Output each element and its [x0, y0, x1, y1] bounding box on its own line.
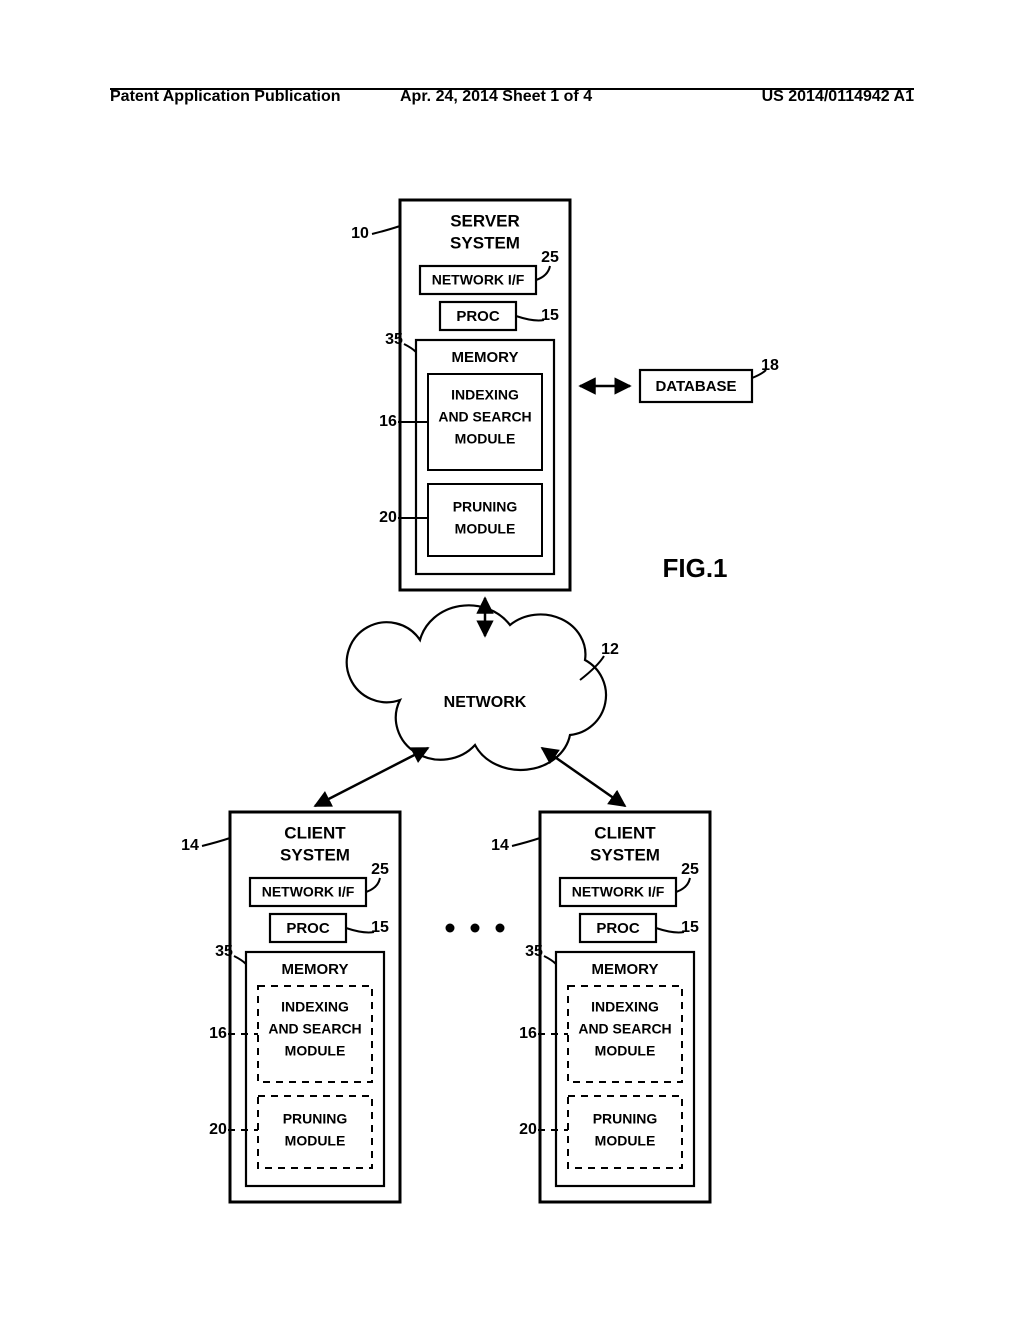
- ref-35-a: 35: [215, 943, 233, 960]
- server-proc-label: PROC: [456, 308, 500, 325]
- client-b-memory-label: MEMORY: [592, 961, 659, 978]
- network-label: NETWORK: [444, 694, 527, 711]
- server-idx-1: INDEXING: [451, 387, 519, 403]
- ref-25-b: 25: [681, 861, 699, 878]
- server-prn-2: MODULE: [455, 521, 516, 537]
- server-idx-3: MODULE: [455, 431, 516, 447]
- client-a-prn-2: MODULE: [285, 1133, 346, 1149]
- ref-25-a: 25: [371, 861, 389, 878]
- server-title-1: SERVER: [450, 211, 520, 230]
- figure-label: FIG.1: [662, 553, 727, 583]
- client-a-prn-1: PRUNING: [283, 1111, 348, 1127]
- client-b-idx-1: INDEXING: [591, 999, 659, 1015]
- ref-25-s: 25: [541, 249, 559, 266]
- server-network-if-label: NETWORK I/F: [432, 272, 525, 288]
- ref-14-b: 14: [491, 837, 509, 854]
- ref-16-s: 16: [379, 413, 397, 430]
- client-b-title-1: CLIENT: [594, 823, 656, 842]
- client-b-idx-2: AND SEARCH: [578, 1021, 671, 1037]
- ref-15-b: 15: [681, 919, 699, 936]
- ref-35-b: 35: [525, 943, 543, 960]
- cloud-path: [347, 605, 606, 770]
- server-title-2: SYSTEM: [450, 233, 520, 252]
- client-b-prn-2: MODULE: [595, 1133, 656, 1149]
- client-b-proc-label: PROC: [596, 920, 640, 937]
- ref-16-b: 16: [519, 1025, 537, 1042]
- ref-14-a: 14: [181, 837, 199, 854]
- cloud-clienta-arrow: [315, 748, 428, 806]
- client-b-title-2: SYSTEM: [590, 845, 660, 864]
- page: Patent Application Publication Apr. 24, …: [0, 0, 1024, 1320]
- ref-20-a: 20: [209, 1121, 227, 1138]
- lead-14-a: [202, 838, 230, 846]
- ellipsis-dot-1: [446, 924, 455, 933]
- network-cloud: NETWORK: [347, 605, 606, 770]
- client-a-idx-3: MODULE: [285, 1043, 346, 1059]
- ref-15-a: 15: [371, 919, 389, 936]
- server-memory-label: MEMORY: [452, 349, 519, 366]
- ellipsis-dot-3: [496, 924, 505, 933]
- diagram-svg: SERVER SYSTEM NETWORK I/F PROC MEMORY IN…: [0, 0, 1024, 1320]
- client-b-prn-1: PRUNING: [593, 1111, 658, 1127]
- client-a-idx-2: AND SEARCH: [268, 1021, 361, 1037]
- client-b-nif-label: NETWORK I/F: [572, 884, 665, 900]
- ref-10: 10: [351, 225, 369, 242]
- server-prn-1: PRUNING: [453, 499, 518, 515]
- database-label: DATABASE: [655, 378, 736, 395]
- lead-10: [372, 226, 400, 234]
- ref-20-s: 20: [379, 509, 397, 526]
- client-a-proc-label: PROC: [286, 920, 330, 937]
- ref-12: 12: [601, 641, 619, 658]
- cloud-clientb-arrow: [542, 748, 625, 806]
- client-a-title-1: CLIENT: [284, 823, 346, 842]
- ref-15-s: 15: [541, 307, 559, 324]
- ref-20-b: 20: [519, 1121, 537, 1138]
- ref-16-a: 16: [209, 1025, 227, 1042]
- client-a-title-2: SYSTEM: [280, 845, 350, 864]
- server-idx-2: AND SEARCH: [438, 409, 531, 425]
- client-b-idx-3: MODULE: [595, 1043, 656, 1059]
- client-a-memory-label: MEMORY: [282, 961, 349, 978]
- lead-14-b: [512, 838, 540, 846]
- ellipsis-dot-2: [471, 924, 480, 933]
- client-a-idx-1: INDEXING: [281, 999, 349, 1015]
- ref-35-s: 35: [385, 331, 403, 348]
- client-a-nif-label: NETWORK I/F: [262, 884, 355, 900]
